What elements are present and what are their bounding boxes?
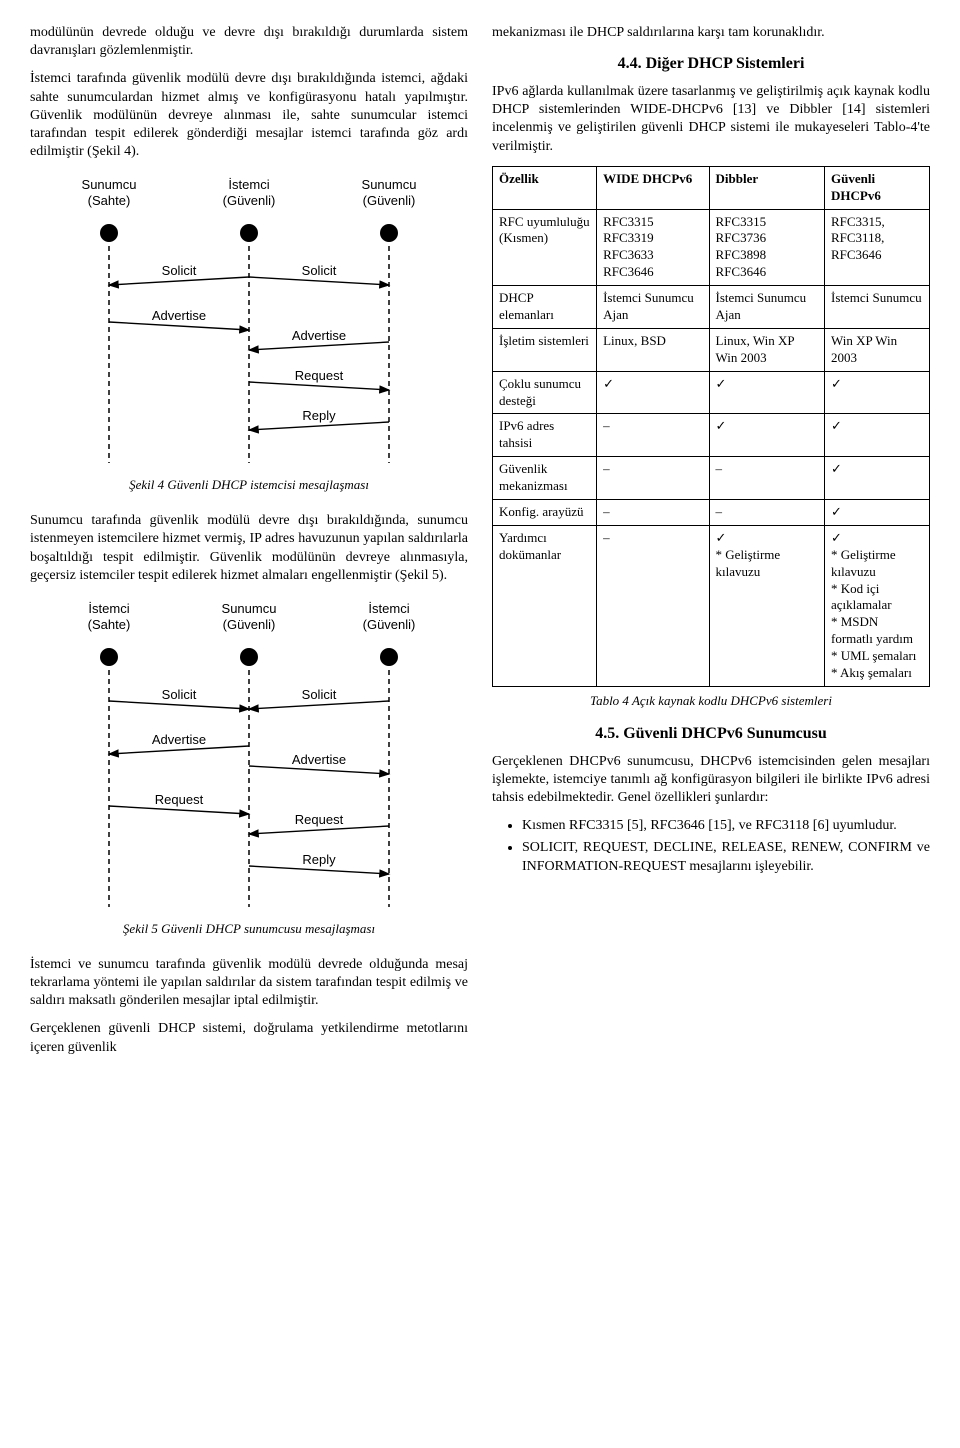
figure-4-caption: Şekil 4 Güvenli DHCP istemcisi mesajlaşm… [30, 477, 468, 494]
right-paragraph-2: IPv6 ağlarda kullanılmak üzere tasarlanm… [492, 83, 930, 156]
svg-text:Request: Request [295, 368, 344, 383]
svg-text:Sunumcu: Sunumcu [362, 177, 417, 192]
section-4-4-heading: 4.4. Diğer DHCP Sistemleri [492, 54, 930, 75]
value-cell: Linux, BSD [597, 328, 709, 371]
value-cell: İstemci Sunumcu Ajan [709, 286, 824, 329]
svg-text:(Güvenli): (Güvenli) [363, 193, 416, 208]
svg-text:Advertise: Advertise [152, 732, 206, 747]
svg-text:(Sahte): (Sahte) [88, 193, 131, 208]
value-cell: ✓ [824, 457, 929, 500]
table-header: Özellik [493, 166, 597, 209]
value-cell: ✓ [824, 499, 929, 525]
table-row: Konfig. arayüzü––✓ [493, 499, 930, 525]
table-row: Güvenlik mekanizması––✓ [493, 457, 930, 500]
svg-text:Solicit: Solicit [162, 687, 197, 702]
feature-cell: İşletim sistemleri [493, 328, 597, 371]
table-header: Dibbler [709, 166, 824, 209]
left-paragraph-3: Sunumcu tarafında güvenlik modülü devre … [30, 512, 468, 585]
value-cell: Win XP Win 2003 [824, 328, 929, 371]
value-cell: ✓ [824, 371, 929, 414]
left-paragraph-5: Gerçeklenen güvenli DHCP sistemi, doğrul… [30, 1020, 468, 1056]
svg-text:(Sahte): (Sahte) [88, 617, 131, 632]
svg-text:(Güvenli): (Güvenli) [363, 617, 416, 632]
value-cell: RFC3315 RFC3736 RFC3898 RFC3646 [709, 209, 824, 286]
feature-cell: Çoklu sunumcu desteği [493, 371, 597, 414]
feature-cell: Konfig. arayüzü [493, 499, 597, 525]
left-column: modülünün devrede olduğu ve devre dışı b… [30, 24, 468, 1067]
table-row: Çoklu sunumcu desteği✓✓✓ [493, 371, 930, 414]
table-header: Güvenli DHCPv6 [824, 166, 929, 209]
bullet-item: Kısmen RFC3315 [5], RFC3646 [15], ve RFC… [522, 817, 930, 835]
svg-text:Reply: Reply [302, 408, 336, 423]
table-row: İşletim sistemleriLinux, BSDLinux, Win X… [493, 328, 930, 371]
svg-text:(Güvenli): (Güvenli) [223, 617, 276, 632]
feature-cell: Güvenlik mekanizması [493, 457, 597, 500]
figure-5-sequence-diagram: İstemci(Sahte)Sunumcu(Güvenli)İstemci(Gü… [39, 595, 459, 915]
svg-text:İstemci: İstemci [228, 177, 269, 192]
bullet-item: SOLICIT, REQUEST, DECLINE, RELEASE, RENE… [522, 839, 930, 875]
value-cell: ✓* Geliştirme kılavuzu* Kod içi açıklama… [824, 525, 929, 686]
svg-text:Sunumcu: Sunumcu [222, 601, 277, 616]
value-cell: – [597, 457, 709, 500]
svg-text:Request: Request [155, 792, 204, 807]
value-cell: ✓ [597, 371, 709, 414]
value-cell: – [709, 457, 824, 500]
feature-cell: Yardımcı dokümanlar [493, 525, 597, 686]
value-cell: ✓* Geliştirme kılavuzu [709, 525, 824, 686]
value-cell: – [597, 525, 709, 686]
svg-text:İstemci: İstemci [88, 601, 129, 616]
table-row: Yardımcı dokümanlar–✓* Geliştirme kılavu… [493, 525, 930, 686]
value-cell: İstemci Sunumcu [824, 286, 929, 329]
right-paragraph-3: Gerçeklenen DHCPv6 sunumcusu, DHCPv6 ist… [492, 753, 930, 808]
feature-cell: IPv6 adres tahsisi [493, 414, 597, 457]
two-column-layout: modülünün devrede olduğu ve devre dışı b… [30, 24, 930, 1067]
value-cell: – [709, 499, 824, 525]
value-cell: – [597, 414, 709, 457]
table-header: WIDE DHCPv6 [597, 166, 709, 209]
right-column: mekanizması ile DHCP saldırılarına karşı… [492, 24, 930, 1067]
comparison-table: ÖzellikWIDE DHCPv6DibblerGüvenli DHCPv6R… [492, 166, 930, 687]
svg-text:Request: Request [295, 812, 344, 827]
table-row: RFC uyumluluğu (Kısmen)RFC3315 RFC3319 R… [493, 209, 930, 286]
svg-text:Solicit: Solicit [302, 263, 337, 278]
table-row: IPv6 adres tahsisi–✓✓ [493, 414, 930, 457]
svg-text:(Güvenli): (Güvenli) [223, 193, 276, 208]
feature-cell: RFC uyumluluğu (Kısmen) [493, 209, 597, 286]
left-paragraph-4: İstemci ve sunumcu tarafında güvenlik mo… [30, 956, 468, 1011]
svg-text:Advertise: Advertise [292, 328, 346, 343]
feature-bullet-list: Kısmen RFC3315 [5], RFC3646 [15], ve RFC… [492, 817, 930, 876]
value-cell: ✓ [709, 414, 824, 457]
left-paragraph-2: İstemci tarafında güvenlik modülü devre … [30, 70, 468, 161]
svg-text:Solicit: Solicit [162, 263, 197, 278]
value-cell: Linux, Win XP Win 2003 [709, 328, 824, 371]
svg-text:İstemci: İstemci [368, 601, 409, 616]
svg-text:Reply: Reply [302, 852, 336, 867]
value-cell: – [597, 499, 709, 525]
table-4-caption: Tablo 4 Açık kaynak kodlu DHCPv6 sisteml… [492, 693, 930, 710]
svg-text:Advertise: Advertise [152, 308, 206, 323]
value-cell: ✓ [824, 414, 929, 457]
value-cell: RFC3315, RFC3118, RFC3646 [824, 209, 929, 286]
svg-text:Solicit: Solicit [302, 687, 337, 702]
svg-text:Advertise: Advertise [292, 752, 346, 767]
left-paragraph-1: modülünün devrede olduğu ve devre dışı b… [30, 24, 468, 60]
table-row: DHCP elemanlarıİstemci Sunumcu Ajanİstem… [493, 286, 930, 329]
value-cell: İstemci Sunumcu Ajan [597, 286, 709, 329]
value-cell: RFC3315 RFC3319 RFC3633 RFC3646 [597, 209, 709, 286]
feature-cell: DHCP elemanları [493, 286, 597, 329]
figure-4-sequence-diagram: Sunumcu(Sahte)İstemci(Güvenli)Sunumcu(Gü… [39, 171, 459, 471]
figure-5-caption: Şekil 5 Güvenli DHCP sunumcusu mesajlaşm… [30, 921, 468, 938]
section-4-5-heading: 4.5. Güvenli DHCPv6 Sunumcusu [492, 724, 930, 745]
right-paragraph-1: mekanizması ile DHCP saldırılarına karşı… [492, 24, 930, 42]
svg-text:Sunumcu: Sunumcu [82, 177, 137, 192]
value-cell: ✓ [709, 371, 824, 414]
